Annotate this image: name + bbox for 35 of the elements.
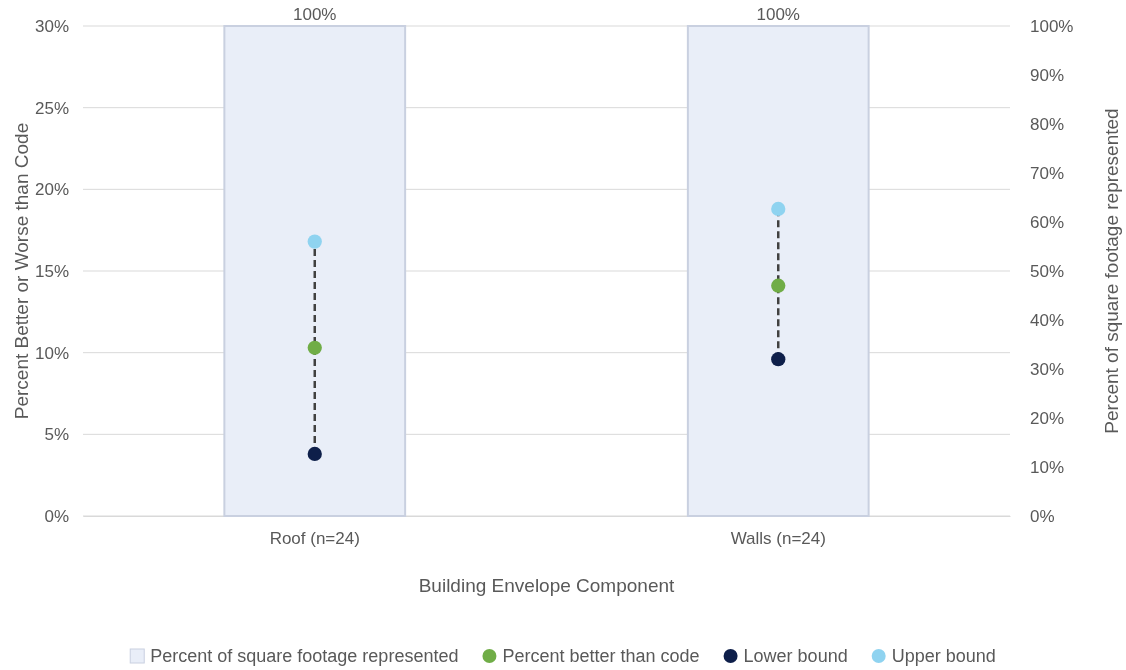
y2-tick-label: 60%	[1030, 212, 1065, 232]
y2-tick-label: 30%	[1030, 359, 1065, 379]
y-tick-label: 5%	[44, 425, 69, 445]
y2-tick-label: 90%	[1030, 65, 1065, 85]
y2-tick-label: 50%	[1030, 261, 1065, 281]
y2-tick-label: 0%	[1030, 506, 1055, 526]
y2-tick-label: 80%	[1030, 114, 1065, 134]
legend-label: Percent better than code	[502, 646, 700, 666]
legend-label: Percent of square footage represented	[150, 646, 459, 666]
x-tick-label: Walls (n=24)	[730, 529, 826, 549]
y-axis-title: Percent Better or Worse than Code	[11, 122, 32, 420]
y2-tick-label: 40%	[1030, 310, 1065, 330]
point	[771, 352, 786, 367]
y2-tick-label: 20%	[1030, 408, 1065, 428]
y-tick-label: 30%	[34, 16, 69, 36]
y2-tick-label: 100%	[1030, 16, 1074, 36]
point	[307, 446, 322, 462]
y-tick-label: 0%	[44, 506, 69, 526]
y-tick-label: 20%	[34, 180, 69, 200]
x-axis-title: Building Envelope Component	[418, 575, 676, 596]
point	[307, 340, 322, 355]
y2-tick-label: 70%	[1030, 163, 1065, 183]
data-label: 100%	[293, 5, 337, 24]
point	[771, 278, 786, 293]
y-tick-label: 10%	[34, 343, 69, 363]
y2-axis-title: Percent of square footage represented	[1101, 108, 1122, 434]
data-label: 100%	[756, 5, 800, 24]
legend-label: Lower bound	[743, 646, 848, 666]
point	[307, 234, 322, 249]
x-tick-label: Roof (n=24)	[269, 529, 360, 549]
legend-label: Upper bound	[891, 646, 996, 666]
y2-tick-label: 10%	[1030, 457, 1065, 477]
y-tick-label: 25%	[34, 98, 69, 118]
y-tick-label: 15%	[34, 261, 69, 281]
point	[771, 201, 786, 217]
